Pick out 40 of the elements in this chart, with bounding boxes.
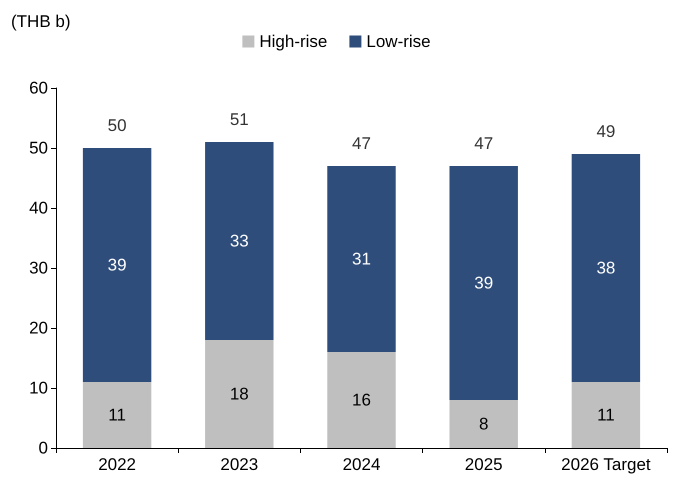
total-label: 47: [474, 134, 494, 153]
x-tick-label: 2024: [342, 455, 380, 474]
y-tick-label: 10: [29, 378, 48, 398]
bar: [82, 382, 152, 448]
data-label: 33: [230, 232, 249, 250]
bar: [82, 148, 152, 382]
x-tick-label: 2025: [464, 455, 503, 474]
data-label: 38: [596, 258, 616, 278]
total-label: 47: [352, 134, 371, 153]
bar: [205, 340, 274, 448]
y-tick-label: 50: [29, 138, 48, 158]
data-label: 8: [478, 414, 488, 434]
data-label: 18: [230, 384, 249, 404]
data-label: 16: [352, 390, 371, 410]
x-tick-label: 2026 Target: [561, 455, 651, 474]
bar: [327, 166, 396, 352]
y-tick-label: 0: [38, 438, 48, 458]
bar: [205, 142, 274, 340]
bar: [572, 382, 640, 448]
total-label: 49: [596, 122, 616, 141]
legend-label: Low-rise: [366, 32, 431, 51]
total-label: 51: [230, 110, 249, 129]
x-tick-label: 2023: [220, 455, 258, 474]
data-label: 11: [597, 406, 615, 424]
legend-label: High-rise: [259, 32, 328, 51]
y-tick-label: 30: [29, 258, 48, 278]
data-label: 11: [108, 406, 126, 424]
y-tick-label: 40: [29, 198, 48, 218]
data-label: 39: [108, 256, 127, 274]
data-label: 31: [352, 250, 371, 268]
data-label: 39: [474, 274, 494, 292]
bar: [449, 400, 518, 448]
bar: [572, 154, 640, 382]
y-axis-title: (THB b): [11, 12, 70, 31]
y-tick-label: 20: [29, 318, 48, 338]
bar: [449, 166, 518, 400]
total-label: 50: [108, 116, 127, 135]
bar: [327, 352, 396, 448]
y-tick-label: 60: [29, 78, 48, 98]
x-tick-label: 2022: [98, 455, 136, 474]
